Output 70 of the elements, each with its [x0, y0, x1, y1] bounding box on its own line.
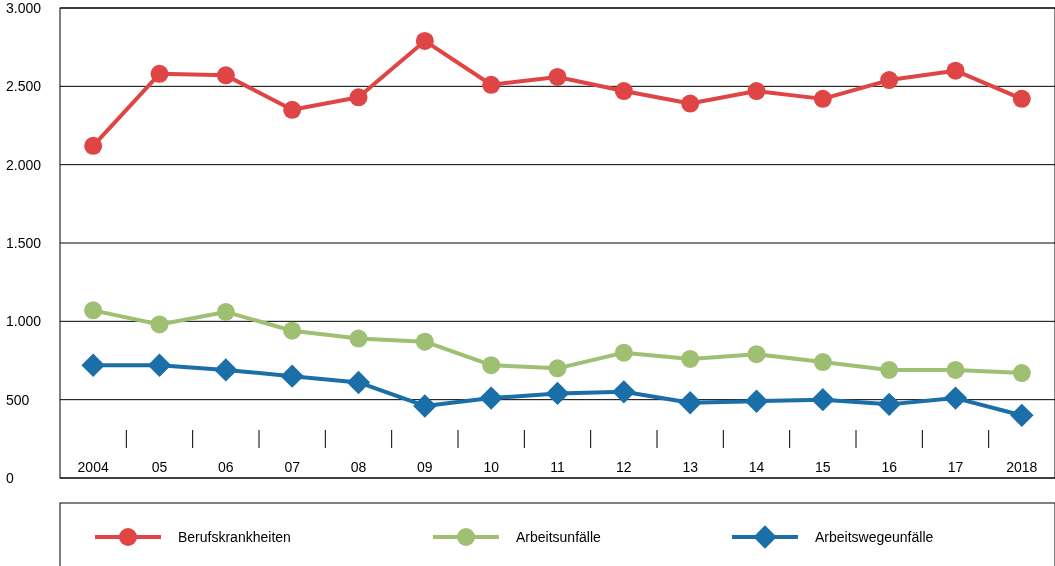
x-tick-label: 12	[616, 458, 632, 475]
point	[877, 392, 901, 417]
y-tick-label: 1.000	[6, 313, 42, 330]
y-tick-label: 3.000	[6, 0, 42, 16]
point	[280, 364, 304, 388]
point	[548, 359, 567, 378]
point	[479, 386, 503, 410]
y-tick-label: 2.000	[6, 156, 42, 173]
point	[216, 66, 235, 85]
x-tick-label: 2018	[1006, 458, 1038, 475]
point	[216, 302, 235, 321]
point	[946, 360, 965, 379]
x-tick-label: 07	[284, 458, 301, 475]
point	[946, 61, 965, 80]
y-tick-label: 500	[6, 391, 30, 408]
point	[747, 345, 766, 364]
x-tick-label: 15	[815, 458, 831, 475]
point	[84, 301, 103, 320]
point	[545, 381, 570, 406]
x-tick-label: 16	[881, 458, 898, 475]
point	[880, 360, 899, 379]
point	[150, 315, 169, 334]
y-tick-label: 2.500	[6, 78, 42, 95]
point	[747, 82, 766, 101]
point	[214, 358, 238, 382]
x-tick-label: 13	[682, 458, 699, 475]
point	[349, 329, 368, 348]
point	[346, 370, 371, 395]
point	[880, 71, 899, 90]
point	[612, 380, 636, 404]
point	[744, 389, 769, 413]
x-tick-label: 2004	[77, 458, 109, 475]
point	[415, 332, 434, 351]
point	[678, 391, 702, 415]
point	[813, 89, 832, 108]
x-tick-label: 14	[748, 458, 765, 475]
point	[614, 343, 633, 362]
point	[813, 353, 832, 372]
x-tick-label: 17	[947, 458, 964, 475]
point	[283, 321, 302, 340]
x-tick-label: 09	[417, 458, 433, 475]
point	[1010, 403, 1034, 428]
point	[943, 386, 968, 410]
y-tick-label: 0	[6, 469, 14, 486]
point	[681, 94, 700, 113]
x-tick-label: 06	[218, 458, 234, 475]
point	[81, 353, 105, 377]
point	[283, 100, 302, 119]
point	[415, 31, 434, 50]
point	[811, 387, 835, 412]
x-tick-label: 11	[550, 458, 565, 475]
point	[548, 67, 567, 86]
point	[482, 356, 501, 375]
point	[413, 394, 437, 418]
point	[1012, 364, 1031, 383]
point	[147, 353, 172, 377]
point	[482, 75, 501, 94]
point	[681, 349, 700, 368]
point	[84, 136, 103, 155]
legend-label: Berufskrankheiten	[178, 528, 291, 545]
point	[1012, 89, 1031, 108]
x-tick-label: 10	[483, 458, 500, 475]
point	[349, 88, 368, 107]
legend-label: Arbeitswegeunfälle	[815, 528, 934, 545]
y-tick-label: 1.500	[6, 234, 42, 251]
point	[150, 64, 169, 83]
x-tick-label: 08	[350, 458, 367, 475]
point	[614, 82, 633, 101]
x-tick-label: 05	[151, 458, 168, 475]
legend-label: Arbeitsunfälle	[516, 528, 602, 545]
